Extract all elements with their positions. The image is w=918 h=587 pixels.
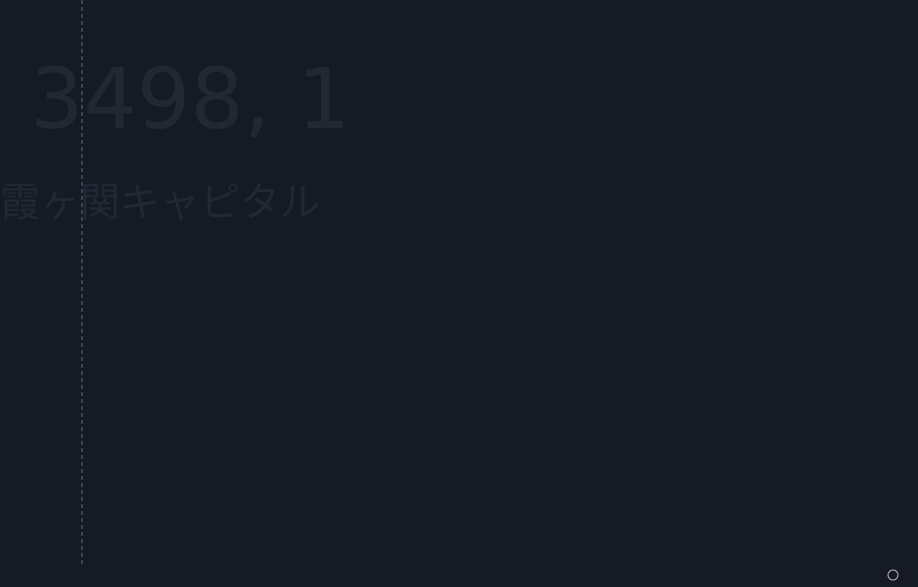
- price-axis: [862, 0, 918, 587]
- watermark-symbol: 3498, 1: [30, 50, 351, 148]
- watermark-name: 霞ヶ関キャピタル: [0, 180, 320, 226]
- settings-button[interactable]: [887, 569, 899, 581]
